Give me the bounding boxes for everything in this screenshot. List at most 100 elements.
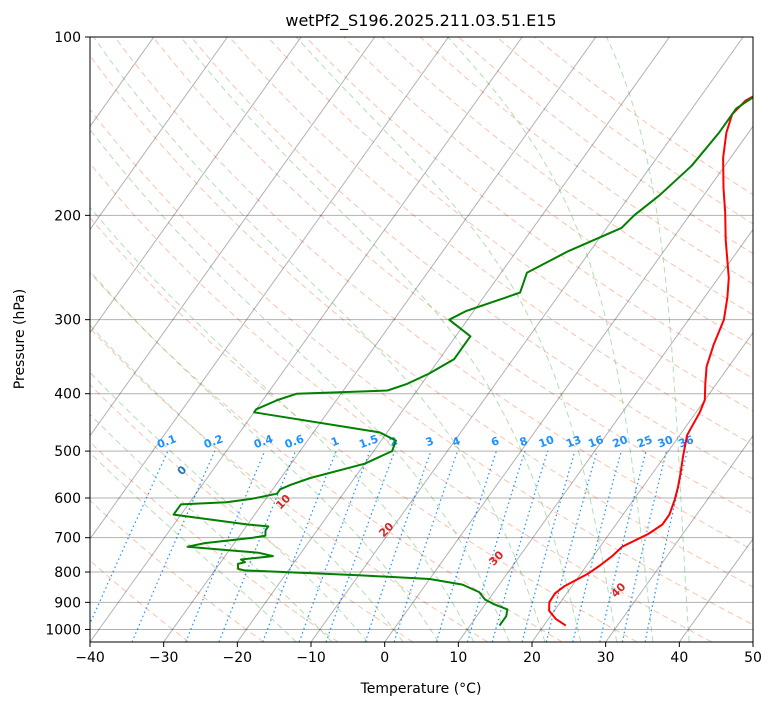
mixing-ratio-label: 4 bbox=[450, 434, 462, 449]
moist-adiabat-line bbox=[606, 37, 690, 642]
moist-adiabat-line bbox=[180, 37, 582, 642]
mixing-ratio-label: 30 bbox=[656, 433, 675, 451]
isotherm-line bbox=[236, 37, 670, 642]
moist-adiabat-line bbox=[90, 371, 369, 642]
x-tick-label: 30 bbox=[597, 650, 615, 666]
mixing-ratio-line bbox=[466, 450, 526, 642]
dry-adiabat-line bbox=[152, 37, 753, 515]
mixing-ratio-label: 6 bbox=[489, 434, 501, 449]
dry-adiabat-line bbox=[381, 37, 753, 316]
mixing-ratio-line bbox=[491, 450, 549, 642]
mixing-ratio-label: 25 bbox=[635, 433, 654, 450]
y-tick-label: 700 bbox=[54, 531, 81, 547]
dry-adiabat-line bbox=[90, 216, 638, 642]
x-tick-label: 50 bbox=[744, 650, 762, 666]
dry-adiabat-line bbox=[90, 54, 753, 588]
mixing-ratio-line bbox=[262, 450, 337, 642]
mixing-ratio-label: 3 bbox=[424, 434, 436, 449]
moist-adiabat-line bbox=[447, 37, 654, 642]
isotherm-line bbox=[90, 37, 523, 642]
mixing-ratio-label: 0.1 bbox=[155, 432, 178, 451]
isotherm-line bbox=[384, 125, 753, 642]
isotherm-line bbox=[163, 37, 597, 642]
plot-frame bbox=[89, 36, 754, 643]
mixing-ratio-line bbox=[393, 450, 459, 642]
moist-adiabat-line bbox=[93, 37, 546, 642]
isotherm-line bbox=[678, 538, 753, 642]
isotherm-line bbox=[531, 331, 753, 642]
dry-adiabat-line bbox=[90, 271, 563, 642]
y-axis-label: Pressure (hPa) bbox=[12, 289, 28, 389]
isotherm-line bbox=[90, 37, 449, 540]
plot-area: -100-90-80-70-60-50-40-30-20-10010203040… bbox=[90, 37, 753, 642]
moist-adiabats bbox=[90, 37, 690, 642]
mixing-ratio-label: 0.2 bbox=[202, 432, 225, 451]
dry-adiabat-line bbox=[419, 37, 753, 285]
y-tick-label: 900 bbox=[54, 595, 81, 611]
y-tick-label: 600 bbox=[54, 491, 81, 507]
dry-adiabat-line bbox=[90, 108, 753, 626]
x-tick-label: −10 bbox=[296, 650, 326, 666]
isotherm-line bbox=[605, 434, 753, 642]
mixing-ratio-label: 0.6 bbox=[283, 432, 306, 451]
y-tick-label: 1000 bbox=[45, 622, 81, 638]
dry-adiabat-line bbox=[229, 37, 753, 446]
moist-adiabat-line bbox=[295, 37, 618, 642]
mixing-ratio-label: 16 bbox=[586, 433, 605, 451]
moist-adiabat-line bbox=[90, 324, 404, 642]
dry-adiabat-line bbox=[90, 441, 339, 642]
isotherm-line bbox=[90, 37, 302, 334]
isotherm-line bbox=[457, 228, 753, 642]
profile-series bbox=[172, 95, 753, 627]
y-tick-label: 300 bbox=[54, 313, 81, 329]
x-tick-label: −20 bbox=[223, 650, 253, 666]
moist-adiabat-line bbox=[90, 128, 510, 642]
isotherm-line bbox=[90, 37, 228, 231]
pressure-gridlines bbox=[90, 37, 753, 630]
y-tick-label: 800 bbox=[54, 565, 81, 581]
dry-adiabat-line bbox=[90, 327, 488, 642]
mixing-ratio-label: 2 bbox=[388, 434, 400, 449]
isotherm-line bbox=[310, 37, 744, 642]
mixing-ratio-line bbox=[435, 450, 497, 642]
dry-adiabat-line bbox=[90, 162, 712, 642]
mixing-ratio-label: 0.4 bbox=[252, 432, 275, 451]
mixing-ratio-label: 13 bbox=[564, 433, 583, 450]
y-tick-label: 400 bbox=[54, 387, 81, 403]
mixing-ratio-label: 10 bbox=[537, 433, 556, 451]
x-tick-label: 10 bbox=[449, 650, 467, 666]
moist-adiabat-line bbox=[90, 206, 475, 642]
x-tick-label: 20 bbox=[523, 650, 541, 666]
temperature-profile-line bbox=[548, 95, 753, 627]
x-tick-label: 40 bbox=[670, 650, 688, 666]
y-tick-label: 100 bbox=[54, 30, 81, 46]
moist-adiabat-line bbox=[90, 452, 297, 642]
mixing-ratio-line bbox=[90, 450, 169, 626]
x-axis-ticks: −40 −30 −20 −10 0 10 20 30 40 50 bbox=[75, 642, 762, 666]
y-tick-label: 200 bbox=[54, 208, 81, 224]
x-tick-label: −30 bbox=[149, 650, 179, 666]
x-axis-label: Temperature (°C) bbox=[360, 681, 482, 697]
mixing-ratio-lines bbox=[90, 450, 688, 642]
dry-adiabat-line bbox=[190, 37, 753, 480]
dry-adiabats bbox=[90, 37, 753, 642]
dry-adiabat-line bbox=[343, 37, 753, 347]
mixing-ratio-label: 8 bbox=[518, 434, 530, 449]
mixing-ratio-label: 20 bbox=[611, 433, 630, 451]
y-tick-label: 500 bbox=[54, 444, 81, 460]
x-tick-label: 0 bbox=[380, 650, 389, 666]
dewpoint-profile-line bbox=[172, 96, 753, 627]
x-tick-label: −40 bbox=[75, 650, 105, 666]
dry-adiabat-line bbox=[90, 499, 264, 642]
mixing-ratio-label: 1.5 bbox=[357, 432, 380, 451]
y-axis-ticks: 100 200 300 400 500 600 700 800 900 1000 bbox=[45, 30, 90, 638]
mixing-ratio-line bbox=[218, 450, 297, 642]
dry-adiabat-line bbox=[90, 383, 414, 642]
dry-adiabat-line bbox=[114, 37, 753, 551]
isotherm-line bbox=[90, 37, 376, 437]
mixing-ratio-label: 1 bbox=[329, 434, 341, 449]
chart-title: wetPf2_S196.2025.211.03.51.E15 bbox=[285, 11, 556, 31]
isotherms bbox=[90, 37, 753, 642]
